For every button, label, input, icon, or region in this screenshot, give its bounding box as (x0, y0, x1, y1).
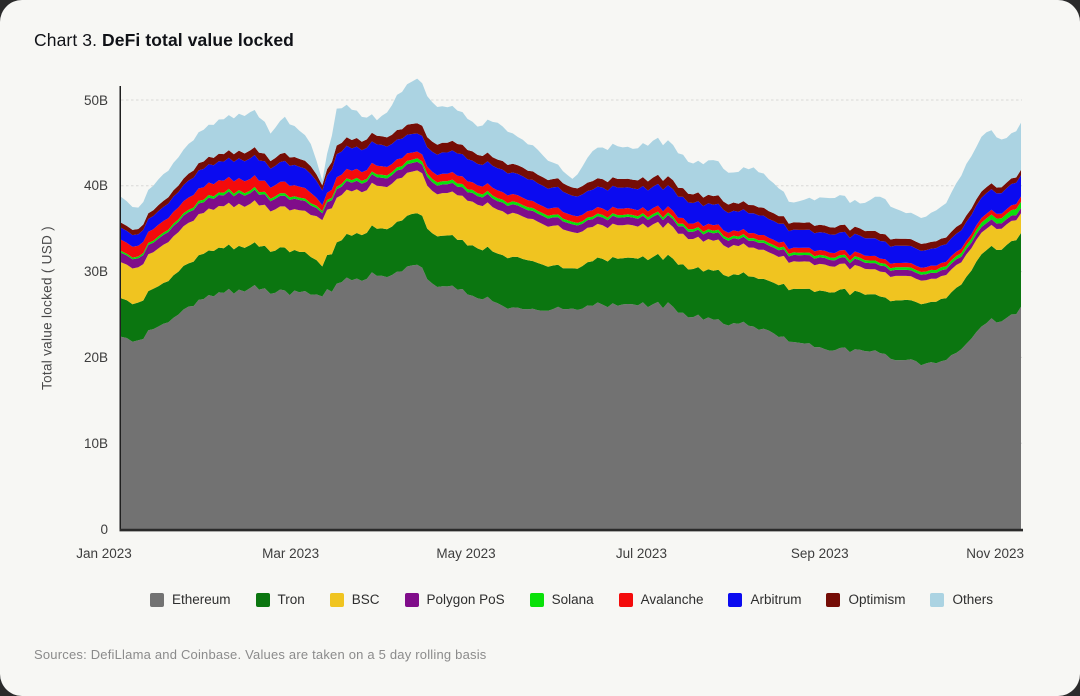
legend-label: Avalanche (640, 592, 704, 607)
legend-swatch-polygon-pos (404, 592, 419, 607)
legend-item-others: Others (930, 592, 993, 607)
chart-areas (121, 78, 1021, 529)
area-bsc (121, 170, 1021, 305)
legend-item-polygon-pos: Polygon PoS (404, 592, 505, 607)
legend-item-bsc: BSC (329, 592, 380, 607)
y-tick-label: 20B (83, 349, 108, 365)
axis-spines (119, 86, 1023, 532)
legend-label: Ethereum (171, 592, 231, 607)
legend-swatch-others (930, 592, 945, 607)
legend-item-arbitrum: Arbitrum (728, 592, 801, 607)
chart-title-prefix: Chart 3. (34, 30, 98, 50)
legend-item-solana: Solana (529, 592, 594, 607)
area-arbitrum (121, 133, 1021, 268)
legend-swatch-bsc (329, 592, 344, 607)
area-tron (121, 213, 1021, 366)
x-tick-label: Jan 2023 (76, 546, 132, 561)
legend-swatch-tron (255, 592, 270, 607)
legend-swatch-ethereum (149, 592, 164, 607)
chart-title: Chart 3. DeFi total value locked (34, 30, 294, 51)
legend-label: Solana (551, 592, 594, 607)
y-tick-label: 40B (83, 178, 108, 194)
area-optimism (121, 123, 1021, 251)
legend-swatch-arbitrum (728, 592, 743, 607)
area-ethereum (121, 264, 1021, 529)
legend-label: Arbitrum (750, 592, 802, 607)
legend-label: Others (952, 592, 993, 607)
legend-item-ethereum: Ethereum (149, 592, 231, 607)
legend-label: Polygon PoS (426, 592, 505, 607)
legend-item-tron: Tron (255, 592, 305, 607)
legend-label: Optimism (848, 592, 906, 607)
x-tick-label: Jul 2023 (615, 546, 667, 561)
y-tick-label: 30B (83, 264, 108, 280)
x-tick-label: May 2023 (436, 546, 496, 561)
legend-item-optimism: Optimism (826, 592, 905, 607)
legend-item-avalanche: Avalanche (618, 592, 704, 607)
x-tick-label: Sep 2023 (790, 546, 849, 561)
x-tick-label: Nov 2023 (966, 546, 1024, 561)
area-others (121, 78, 1021, 244)
y-tick-label: 0 (100, 521, 108, 537)
legend-swatch-solana (529, 592, 544, 607)
legend-swatch-avalanche (618, 592, 633, 607)
legend-label: BSC (351, 592, 380, 607)
chart-legend: Ethereum Tron BSC Polygon PoS Solana Avalanch… (121, 592, 1022, 607)
legend-swatch-optimism (826, 592, 841, 607)
chart-title-main: DeFi total value locked (102, 30, 294, 50)
y-tick-label: 50B (83, 92, 108, 108)
y-tick-label: 10B (83, 435, 108, 451)
legend-label: Tron (277, 592, 305, 607)
x-tick-label: Mar 2023 (262, 546, 320, 561)
source-note: Sources: DefiLlama and Coinbase. Values … (34, 647, 487, 662)
